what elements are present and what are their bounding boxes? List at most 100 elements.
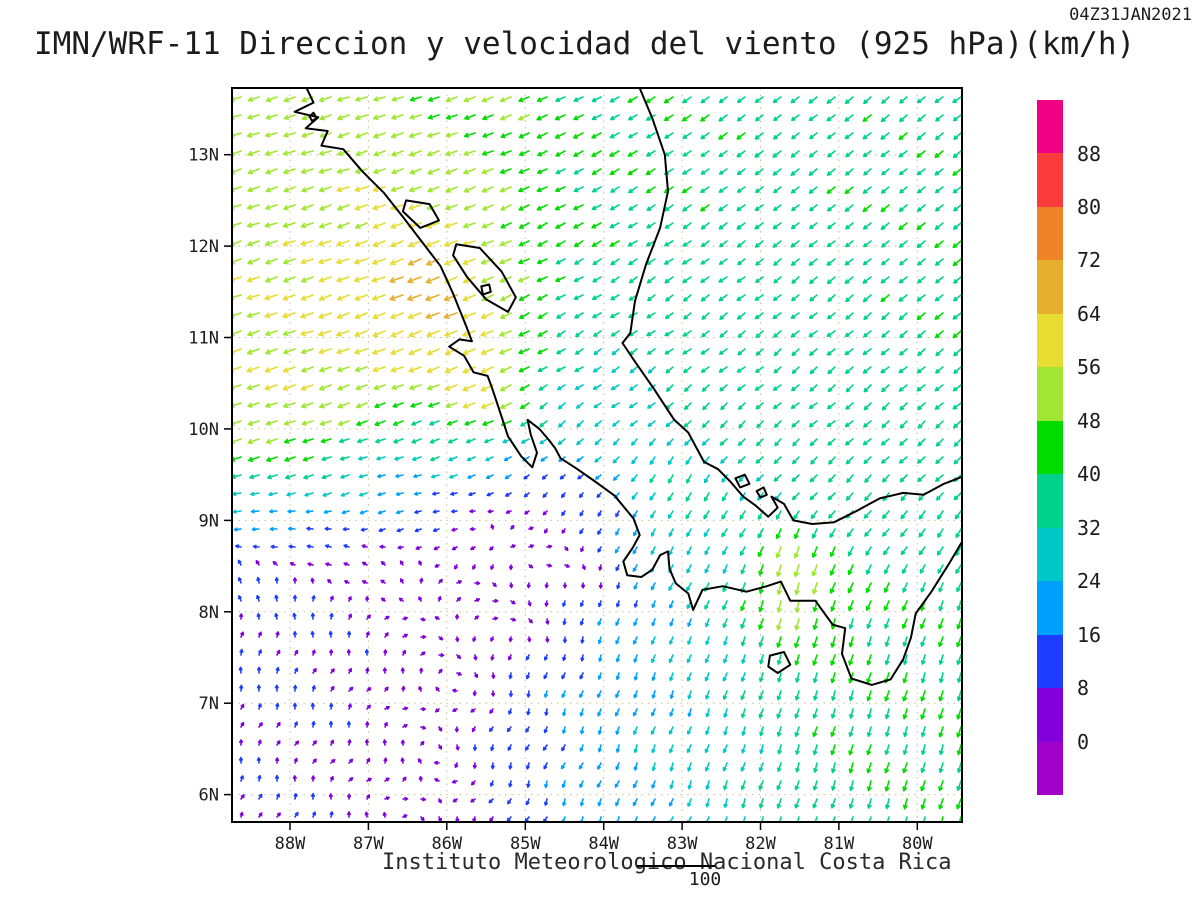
wind-arrow [274, 612, 279, 620]
wind-arrow [865, 600, 872, 611]
wind-arrow [444, 330, 458, 337]
wind-arrow [391, 114, 404, 120]
wind-arrow [902, 654, 908, 665]
wind-arrow [395, 510, 404, 515]
wind-arrow [682, 330, 692, 337]
wind-arrow [898, 294, 908, 302]
wind-arrow [646, 150, 656, 157]
wind-arrow [500, 150, 512, 156]
wind-arrow [812, 654, 818, 666]
wind-arrow [920, 708, 926, 720]
wind-arrow [741, 726, 746, 736]
wind-arrow [791, 384, 800, 392]
wind-arrow [830, 798, 836, 809]
wind-arrow [629, 366, 638, 374]
wind-arrow [372, 258, 386, 265]
wind-arrow [952, 258, 962, 267]
wind-arrow [863, 312, 872, 320]
wind-arrow [408, 366, 422, 373]
wind-arrow [700, 204, 710, 212]
wind-arrow [537, 240, 548, 247]
wind-arrow [247, 420, 260, 426]
wind-arrow [955, 528, 962, 538]
wind-arrow [454, 564, 458, 570]
wind-arrow [489, 816, 494, 822]
wind-arrow [755, 258, 764, 266]
wind-arrow [384, 615, 390, 620]
wind-arrow [543, 726, 548, 734]
wind-arrow [283, 258, 296, 265]
wind-arrow [384, 706, 390, 710]
wind-arrow [738, 474, 746, 483]
wind-arrow [867, 708, 872, 719]
wind-arrow [884, 564, 890, 575]
wind-arrow [633, 528, 638, 537]
wind-arrow [866, 780, 872, 792]
wind-arrow [755, 348, 764, 356]
wind-arrow [934, 402, 944, 410]
wind-arrow [282, 402, 296, 409]
wind-arrow [647, 366, 656, 374]
wind-arrow [455, 816, 460, 822]
wind-arrow [736, 222, 746, 230]
wind-arrow [863, 330, 872, 338]
colorbar-label: 24 [1077, 569, 1102, 594]
wind-arrow [480, 330, 494, 337]
wind-arrow [264, 294, 278, 301]
wind-arrow [669, 672, 674, 682]
wind-arrow [863, 240, 872, 248]
wind-arrow [364, 739, 369, 746]
wind-arrow [438, 578, 443, 584]
wind-arrow [722, 690, 728, 700]
wind-arrow [615, 690, 620, 698]
wind-arrow [591, 132, 602, 139]
wind-arrow [776, 726, 782, 737]
wind-arrow [609, 222, 620, 229]
wind-arrow [704, 564, 710, 574]
wind-arrow [631, 474, 638, 483]
wind-arrow [372, 312, 386, 320]
wind-arrow [774, 438, 782, 447]
wind-arrow [808, 402, 818, 409]
wind-arrow [462, 294, 476, 302]
wind-arrow [364, 811, 369, 818]
wind-arrow [614, 546, 620, 554]
reference-wind-arrow-label: 100 [688, 869, 722, 890]
wind-arrow [938, 762, 944, 773]
wind-arrow [597, 744, 602, 753]
wind-arrow [427, 150, 440, 157]
wind-arrow [319, 204, 332, 211]
wind-arrow [828, 474, 836, 483]
wind-arrow [938, 636, 944, 648]
wind-arrow [579, 528, 584, 535]
wind-arrow [591, 96, 602, 103]
wind-arrow [246, 366, 260, 373]
wind-arrow [327, 578, 332, 584]
wind-arrow [808, 96, 818, 104]
wind-arrow [324, 526, 332, 531]
wind-arrow [490, 762, 495, 770]
wind-arrow [700, 366, 710, 373]
wind-arrow [866, 672, 872, 684]
wind-arrow [791, 276, 800, 284]
wind-arrow [288, 544, 296, 549]
wind-arrow [884, 636, 890, 647]
wind-arrow [880, 438, 890, 446]
wind-arrow [665, 366, 674, 374]
wind-arrow [740, 600, 746, 612]
wind-arrow [917, 456, 926, 464]
wind-arrow [356, 420, 368, 427]
wind-arrow [651, 762, 656, 772]
wind-arrow [464, 420, 476, 426]
wind-arrow [542, 510, 548, 516]
wind-arrow [917, 330, 926, 339]
wind-arrow [562, 582, 567, 589]
coastline-ometepe-island [480, 283, 492, 296]
wind-arrow [916, 384, 926, 392]
wind-arrow [456, 654, 462, 660]
wind-arrow [256, 757, 261, 764]
wind-arrow [319, 96, 332, 103]
wind-arrow [866, 726, 872, 737]
wind-arrow [664, 330, 674, 337]
